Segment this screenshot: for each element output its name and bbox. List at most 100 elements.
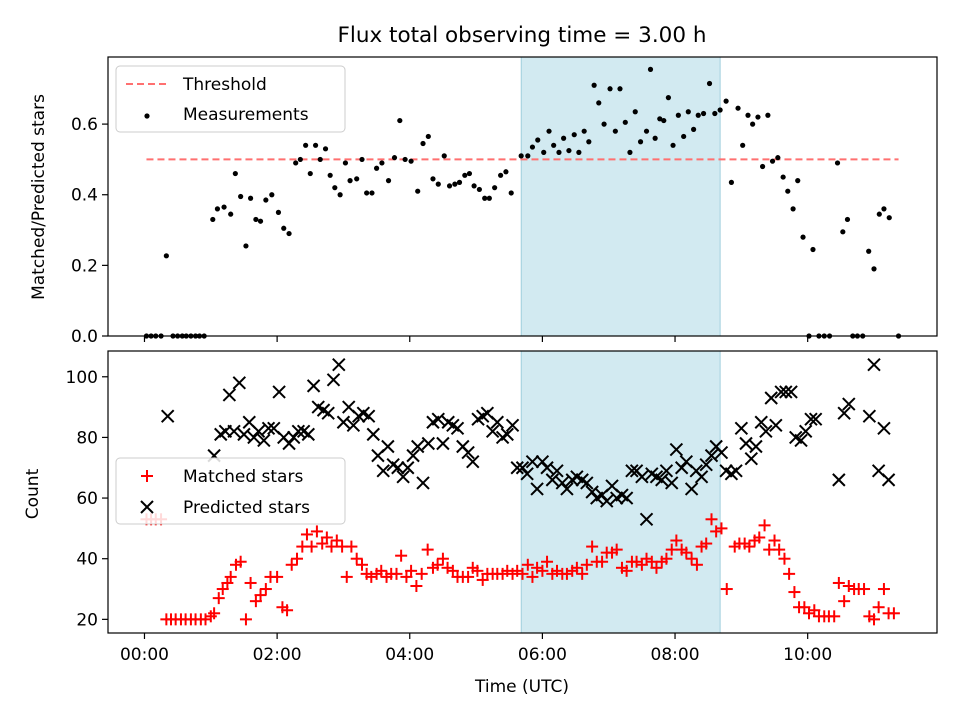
predicted-star-point: [515, 461, 530, 475]
measurement-point: [303, 142, 309, 148]
measurement-point: [876, 211, 882, 217]
measurement-point: [163, 253, 169, 259]
measurement-point: [482, 195, 488, 201]
measurement-point: [769, 158, 776, 164]
measurement-point: [466, 170, 473, 177]
measurement-point: [665, 95, 672, 101]
matched-star-point: [715, 522, 728, 535]
predicted-star-point: [540, 461, 554, 475]
measurement-point: [462, 172, 468, 178]
matched-star-point: [244, 576, 257, 589]
top-panel: 0.0 0.2 0.4 0.6 Matched/Predicted stars Thr…: [29, 56, 938, 347]
measurement-point: [586, 139, 592, 145]
measurement-point: [790, 206, 796, 212]
measurement-point: [765, 112, 771, 118]
predicted-star-point: [749, 439, 763, 454]
measurement-point: [612, 128, 618, 134]
measurement-point: [735, 105, 741, 111]
predicted-star-point: [530, 482, 544, 496]
matched-star-point: [700, 537, 713, 550]
matched-star-point: [271, 570, 284, 583]
x-tick-label: 04:00: [385, 645, 434, 665]
measurement-point: [607, 86, 613, 92]
bottom-legend: Matched stars Predicted stars: [115, 457, 346, 525]
predicted-star-point: [659, 464, 674, 478]
predicted-star-point: [744, 451, 759, 466]
matched-star-point: [375, 564, 388, 577]
measurement-point: [435, 181, 441, 187]
measurement-point: [525, 153, 531, 159]
matched-star-point: [431, 558, 444, 571]
bottom-y-axis-label: Count: [23, 468, 43, 519]
measurement-point: [712, 110, 718, 117]
predicted-star-point: [160, 409, 175, 423]
matched-star-point: [586, 540, 599, 553]
measurement-point: [425, 133, 431, 140]
predicted-star-point: [286, 430, 301, 445]
predicted-star-point: [381, 439, 395, 454]
predicted-star-point: [505, 418, 520, 432]
x-tick-label: 00:00: [120, 645, 169, 665]
matched-star-point: [300, 528, 313, 541]
bottom-legend-box: [115, 457, 346, 525]
predicted-star-point: [734, 421, 749, 436]
predicted-star-point: [247, 430, 261, 445]
matched-star-point: [832, 576, 845, 589]
measurements-legend-label: Measurements: [183, 105, 309, 125]
matched-star-point: [773, 543, 786, 556]
measurement-point: [571, 132, 577, 138]
predicted-star-point: [804, 412, 818, 426]
measurement-point: [866, 248, 872, 254]
predicted-star-point: [862, 409, 877, 423]
matched-legend-label: Matched stars: [183, 467, 303, 487]
x-tick-label: 02:00: [253, 645, 302, 665]
matched-star-point: [350, 552, 363, 565]
predicted-star-point: [665, 476, 679, 490]
predicted-star-point: [500, 427, 514, 442]
matched-star-point: [516, 567, 529, 580]
matched-star-point: [877, 583, 890, 596]
predicted-legend-marker: [140, 500, 154, 514]
measurement-point: [622, 119, 628, 125]
measurement-point: [337, 192, 343, 198]
measurement-point: [359, 156, 365, 163]
measurement-point: [601, 121, 607, 127]
measurement-point: [617, 86, 623, 92]
predicted-star-point: [798, 424, 813, 439]
predicted-star-point: [421, 436, 436, 451]
predicted-star-point: [600, 494, 614, 508]
measurement-point: [232, 170, 238, 177]
matched-star-point: [743, 540, 756, 553]
predicted-star-point: [346, 418, 361, 432]
measurement-point: [293, 160, 299, 166]
measurement-point: [717, 107, 723, 113]
measurement-point: [369, 190, 375, 196]
matched-star-point: [310, 525, 323, 538]
matched-star-point: [325, 540, 338, 553]
measurement-point: [661, 117, 667, 124]
matched-star-point: [580, 558, 593, 571]
matched-star-point: [620, 564, 633, 577]
measurement-point: [456, 179, 463, 185]
matched-star-point: [610, 543, 623, 556]
predicted-star-point: [655, 473, 669, 487]
top-y-tick-label: 0.2: [71, 256, 98, 276]
measurement-point: [317, 156, 323, 163]
measurement-point: [561, 135, 567, 141]
matched-star-point: [221, 576, 234, 589]
measurement-point: [441, 153, 447, 159]
measurement-point: [269, 192, 275, 198]
measurement-point: [647, 66, 654, 72]
measurement-point: [627, 149, 633, 155]
predicted-star-point: [774, 385, 788, 399]
bottom-span-rect: [520, 350, 721, 634]
matched-star-point: [828, 610, 841, 623]
measurement-point: [886, 215, 892, 221]
predicted-star-point: [282, 436, 296, 451]
predicted-star-point: [391, 461, 405, 475]
predicted-star-point: [704, 448, 719, 463]
predicted-legend-label: Predicted stars: [183, 498, 310, 518]
measurement-point: [652, 135, 658, 141]
matched-star-point: [541, 555, 554, 568]
bottom-y-tick-label: 20: [76, 610, 98, 630]
